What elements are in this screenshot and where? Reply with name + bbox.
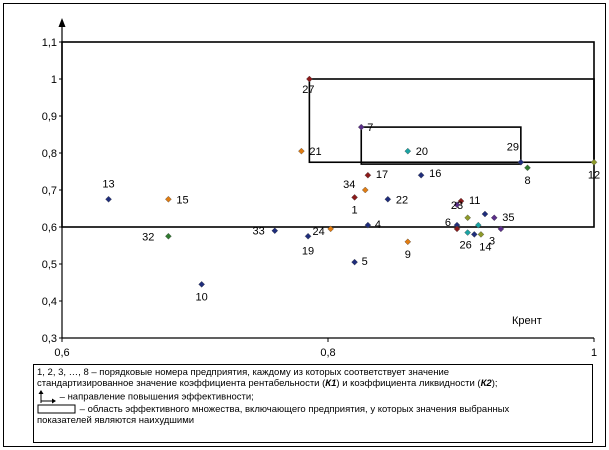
- point-label: 9: [405, 249, 411, 261]
- data-point: [590, 158, 598, 166]
- data-point: [298, 147, 305, 155]
- point-label: 4: [375, 219, 381, 231]
- y-tick-label: 0,4: [42, 296, 57, 308]
- point-label: 14: [479, 241, 491, 253]
- data-point: [453, 201, 461, 209]
- data-point: [404, 238, 412, 246]
- y-tick-label: 0,7: [42, 185, 57, 197]
- point-label: 13: [102, 178, 114, 190]
- x-tick-label: 0,6: [54, 347, 69, 359]
- y-tick-label: 0,8: [42, 148, 57, 160]
- legend-k2: К2: [480, 378, 492, 390]
- point-label: 32: [142, 231, 154, 243]
- data-point: [364, 171, 372, 179]
- point-label: 34: [343, 179, 355, 191]
- data-point: [198, 281, 205, 288]
- y-tick-label: 0,9: [42, 111, 57, 123]
- region-rectangle-icon: [37, 404, 76, 414]
- legend-box: 1, 2, 3, …, 8 – порядковые номера предпр…: [33, 364, 593, 443]
- data-point: [490, 214, 498, 222]
- data-point: [327, 225, 334, 233]
- x-tick-label: 0,8: [320, 347, 335, 359]
- efficient-region-rect: [308, 78, 595, 164]
- data-point: [165, 195, 172, 203]
- y-axis-arrow: [58, 18, 66, 27]
- data-point: [304, 232, 312, 240]
- point-label: 17: [376, 169, 388, 181]
- x-axis-label: Крент: [512, 315, 542, 327]
- point-label: 10: [196, 291, 208, 303]
- data-point: [271, 227, 279, 234]
- data-point: [464, 229, 471, 236]
- data-point: [404, 147, 412, 155]
- x-tick-label: 1: [591, 347, 597, 359]
- point-label: 35: [502, 212, 514, 224]
- data-point: [481, 210, 489, 218]
- data-point: [417, 171, 425, 179]
- point-label: 7: [367, 122, 373, 134]
- legend-rect-row: – область эффективного множества, включа…: [37, 404, 589, 415]
- point-label: 33: [253, 226, 265, 238]
- legend-k1: К1: [325, 378, 337, 390]
- point-label: 15: [176, 194, 188, 206]
- data-point: [497, 225, 505, 233]
- data-point: [361, 186, 369, 194]
- data-point: [477, 231, 485, 238]
- point-label: 16: [429, 168, 441, 180]
- efficient-region-rect: [61, 41, 595, 228]
- data-point: [165, 232, 172, 240]
- point-label: 27: [302, 84, 314, 96]
- point-label: 21: [309, 146, 321, 158]
- point-label: 5: [362, 256, 368, 268]
- legend-arrow-row: – направление повышения эффективности;: [37, 389, 589, 404]
- point-label: 1: [352, 204, 358, 216]
- point-label: 3: [489, 235, 495, 247]
- data-point: [357, 123, 365, 131]
- point-label: 24: [313, 226, 325, 238]
- point-label: 20: [416, 146, 428, 158]
- data-point: [351, 258, 358, 266]
- point-label: 22: [396, 194, 408, 206]
- y-tick-label: 0,5: [42, 259, 57, 271]
- point-label: 11: [469, 195, 480, 207]
- axes: 0,3 0,4 0,5 0,6 0,7 0,8 0,9 1 1,1 0,6 0,8 1: [42, 18, 597, 359]
- y-tick-label: 1: [51, 74, 57, 86]
- data-point: [464, 214, 471, 222]
- data-point: [364, 221, 372, 229]
- direction-arrows-icon: [38, 389, 56, 404]
- data-point: [105, 195, 112, 203]
- data-point: [475, 221, 482, 229]
- data-point: [471, 231, 478, 238]
- point-label: 29: [507, 141, 519, 153]
- data-point: [517, 158, 525, 166]
- data-point: [524, 164, 531, 172]
- y-tick-label: 0,3: [42, 333, 57, 345]
- legend-arrow-text: – направление повышения эффективности;: [59, 391, 254, 403]
- point-label: 12: [588, 169, 600, 181]
- legend-line-2-mid: ) и коэффициента ликвидности (: [336, 378, 481, 390]
- data-point: [453, 225, 461, 233]
- y-tick-label: 0,6: [42, 222, 57, 234]
- data-point: [457, 197, 465, 205]
- point-label: 23: [451, 200, 463, 212]
- point-label: 6: [445, 217, 451, 229]
- legend-line-2: стандартизированное значение коэффициент…: [37, 378, 589, 389]
- efficient-regions: [61, 41, 595, 228]
- point-label: 8: [524, 175, 530, 187]
- legend-rect-row-2: показателей являются наихудшими: [37, 415, 195, 427]
- legend-line-2-post: );: [491, 378, 498, 390]
- efficient-region-rect: [360, 126, 522, 165]
- legend-line-1: 1, 2, 3, …, 8 – порядковые номера предпр…: [37, 367, 450, 378]
- y-tick-label: 1,1: [42, 37, 57, 49]
- data-point: [384, 195, 392, 203]
- data-point: [306, 75, 313, 83]
- legend-rect-text: – область эффективного множества, включа…: [79, 403, 510, 415]
- data-point: [351, 194, 358, 201]
- point-label: 19: [302, 245, 314, 257]
- data-points: [105, 75, 598, 288]
- legend-line-2-pre: стандартизированное значение коэффициент…: [37, 378, 326, 390]
- point-label: 26: [460, 240, 472, 252]
